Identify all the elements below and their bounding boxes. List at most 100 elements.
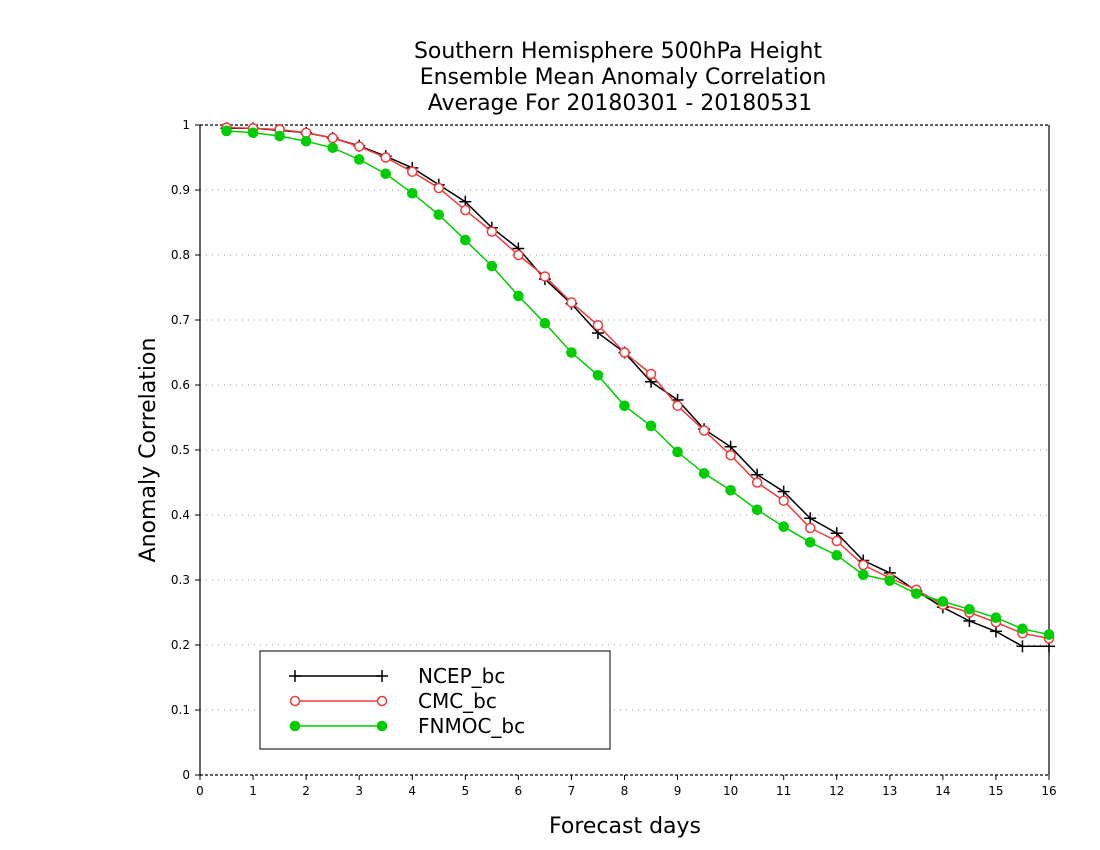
- series-line-NCEP_bc: [226, 127, 1049, 648]
- data-point-CMC_bc: [460, 204, 471, 216]
- y-tick-label: 0.6: [171, 378, 190, 392]
- data-point-CMC_bc: [353, 141, 365, 152]
- data-point-CMC_bc: [513, 249, 524, 261]
- data-point-CMC_bc: [300, 127, 312, 139]
- data-point-FNMOC_bc: [486, 260, 498, 272]
- data-point-CMC_bc: [592, 319, 604, 331]
- y-tick-label: 0.9: [171, 183, 190, 197]
- data-point-FNMOC_bc: [751, 504, 763, 516]
- legend-box: [259, 650, 611, 750]
- data-point-FNMOC_bc: [964, 603, 975, 615]
- data-point-FNMOC_bc: [353, 154, 365, 165]
- data-point-CMC_bc: [407, 166, 418, 178]
- legend-entry-NCEP_bc: NCEP_bc: [289, 664, 505, 688]
- data-point-FNMOC_bc: [221, 125, 232, 137]
- grid: [200, 189, 1049, 711]
- x-axis-label: Forecast days: [549, 814, 701, 839]
- x-tick-label: 15: [988, 784, 1003, 798]
- legend-marker-end: [376, 720, 388, 732]
- x-tick-label: 14: [935, 784, 950, 798]
- y-tick-label: 0: [182, 768, 190, 782]
- series: [220, 122, 1055, 653]
- data-point-FNMOC_bc: [831, 550, 843, 561]
- data-point-NCEP_bc: [1016, 640, 1029, 653]
- data-point-FNMOC_bc: [247, 127, 259, 139]
- y-axis-label: Anomaly Correlation: [136, 338, 161, 563]
- data-point-CMC_bc: [539, 271, 551, 282]
- x-tick-label: 0: [196, 784, 204, 798]
- data-point-FNMOC_bc: [433, 209, 445, 220]
- x-tick-label: 1: [249, 784, 257, 798]
- data-point-FNMOC_bc: [804, 537, 816, 548]
- data-point-FNMOC_bc: [725, 485, 736, 496]
- data-point-CMC_bc: [327, 132, 338, 144]
- legend-marker-end: [376, 695, 388, 707]
- data-point-CMC_bc: [645, 368, 657, 380]
- data-point-CMC_bc: [804, 522, 816, 534]
- data-point-FNMOC_bc: [406, 187, 418, 199]
- data-point-FNMOC_bc: [1043, 629, 1055, 640]
- data-point-FNMOC_bc: [778, 521, 789, 533]
- x-tick-label: 6: [515, 784, 523, 798]
- y-tick-label: 0.1: [171, 703, 190, 717]
- legend-marker-start: [289, 720, 301, 732]
- x-tick-label: 13: [882, 784, 897, 798]
- x-tick-label: 4: [408, 784, 416, 798]
- x-tick-label: 5: [461, 784, 469, 798]
- series-FNMOC_bc: [221, 125, 1055, 640]
- data-point-FNMOC_bc: [911, 588, 922, 599]
- legend-marker-start: [289, 695, 301, 707]
- x-tick-label: 3: [355, 784, 363, 798]
- data-point-CMC_bc: [698, 425, 710, 436]
- data-point-CMC_bc: [380, 152, 391, 163]
- y-tick-label: 1: [182, 118, 190, 132]
- x-tick-label: 8: [621, 784, 629, 798]
- data-point-FNMOC_bc: [380, 168, 392, 180]
- x-tick-label: 9: [674, 784, 682, 798]
- data-point-CMC_bc: [725, 449, 736, 461]
- data-point-FNMOC_bc: [857, 569, 869, 581]
- data-point-FNMOC_bc: [698, 468, 710, 479]
- legend-label: NCEP_bc: [418, 664, 505, 688]
- legend-marker-end: [376, 670, 388, 682]
- title-line-1: Southern Hemisphere 500hPa Height: [414, 39, 822, 64]
- data-point-CMC_bc: [858, 559, 869, 571]
- y-tick-label: 0.7: [171, 313, 190, 327]
- data-point-FNMOC_bc: [300, 135, 312, 147]
- data-point-FNMOC_bc: [1017, 623, 1028, 635]
- data-point-FNMOC_bc: [274, 130, 285, 142]
- data-point-FNMOC_bc: [619, 400, 630, 412]
- data-point-CMC_bc: [566, 297, 577, 308]
- data-point-NCEP_bc: [804, 512, 817, 525]
- data-point-CMC_bc: [831, 535, 842, 547]
- chart-title: Southern Hemisphere 500hPa Height Ensemb…: [414, 39, 826, 116]
- data-point-CMC_bc: [433, 182, 445, 194]
- data-point-FNMOC_bc: [460, 234, 471, 246]
- x-tick-label: 7: [568, 784, 576, 798]
- y-tick-label: 0.3: [171, 573, 190, 587]
- x-tick-label: 12: [829, 784, 844, 798]
- legend-entry-CMC_bc: CMC_bc: [289, 689, 497, 713]
- x-tick-label: 16: [1041, 784, 1056, 798]
- data-point-CMC_bc: [778, 495, 789, 506]
- data-point-FNMOC_bc: [592, 369, 604, 381]
- data-point-FNMOC_bc: [566, 347, 577, 358]
- data-point-CMC_bc: [672, 400, 683, 412]
- y-tick-label: 0.8: [171, 248, 190, 262]
- series-CMC_bc: [221, 122, 1055, 644]
- axes: 00.10.20.30.40.50.60.70.80.910 1 2 3 4 5 6 7 8 9 1…: [171, 118, 1057, 798]
- y-tick-label: 0.5: [171, 443, 190, 457]
- x-tick-label: 10: [723, 784, 738, 798]
- data-point-FNMOC_bc: [327, 142, 338, 154]
- data-point-CMC_bc: [486, 226, 498, 237]
- title-line-2: Ensemble Mean Anomaly Correlation: [420, 65, 827, 90]
- data-point-FNMOC_bc: [672, 446, 683, 458]
- legend-label: CMC_bc: [418, 689, 497, 713]
- data-point-CMC_bc: [619, 347, 630, 358]
- data-point-CMC_bc: [751, 477, 763, 488]
- y-tick-label: 0.2: [171, 638, 190, 652]
- series-line-FNMOC_bc: [226, 130, 1050, 636]
- data-point-FNMOC_bc: [990, 612, 1002, 624]
